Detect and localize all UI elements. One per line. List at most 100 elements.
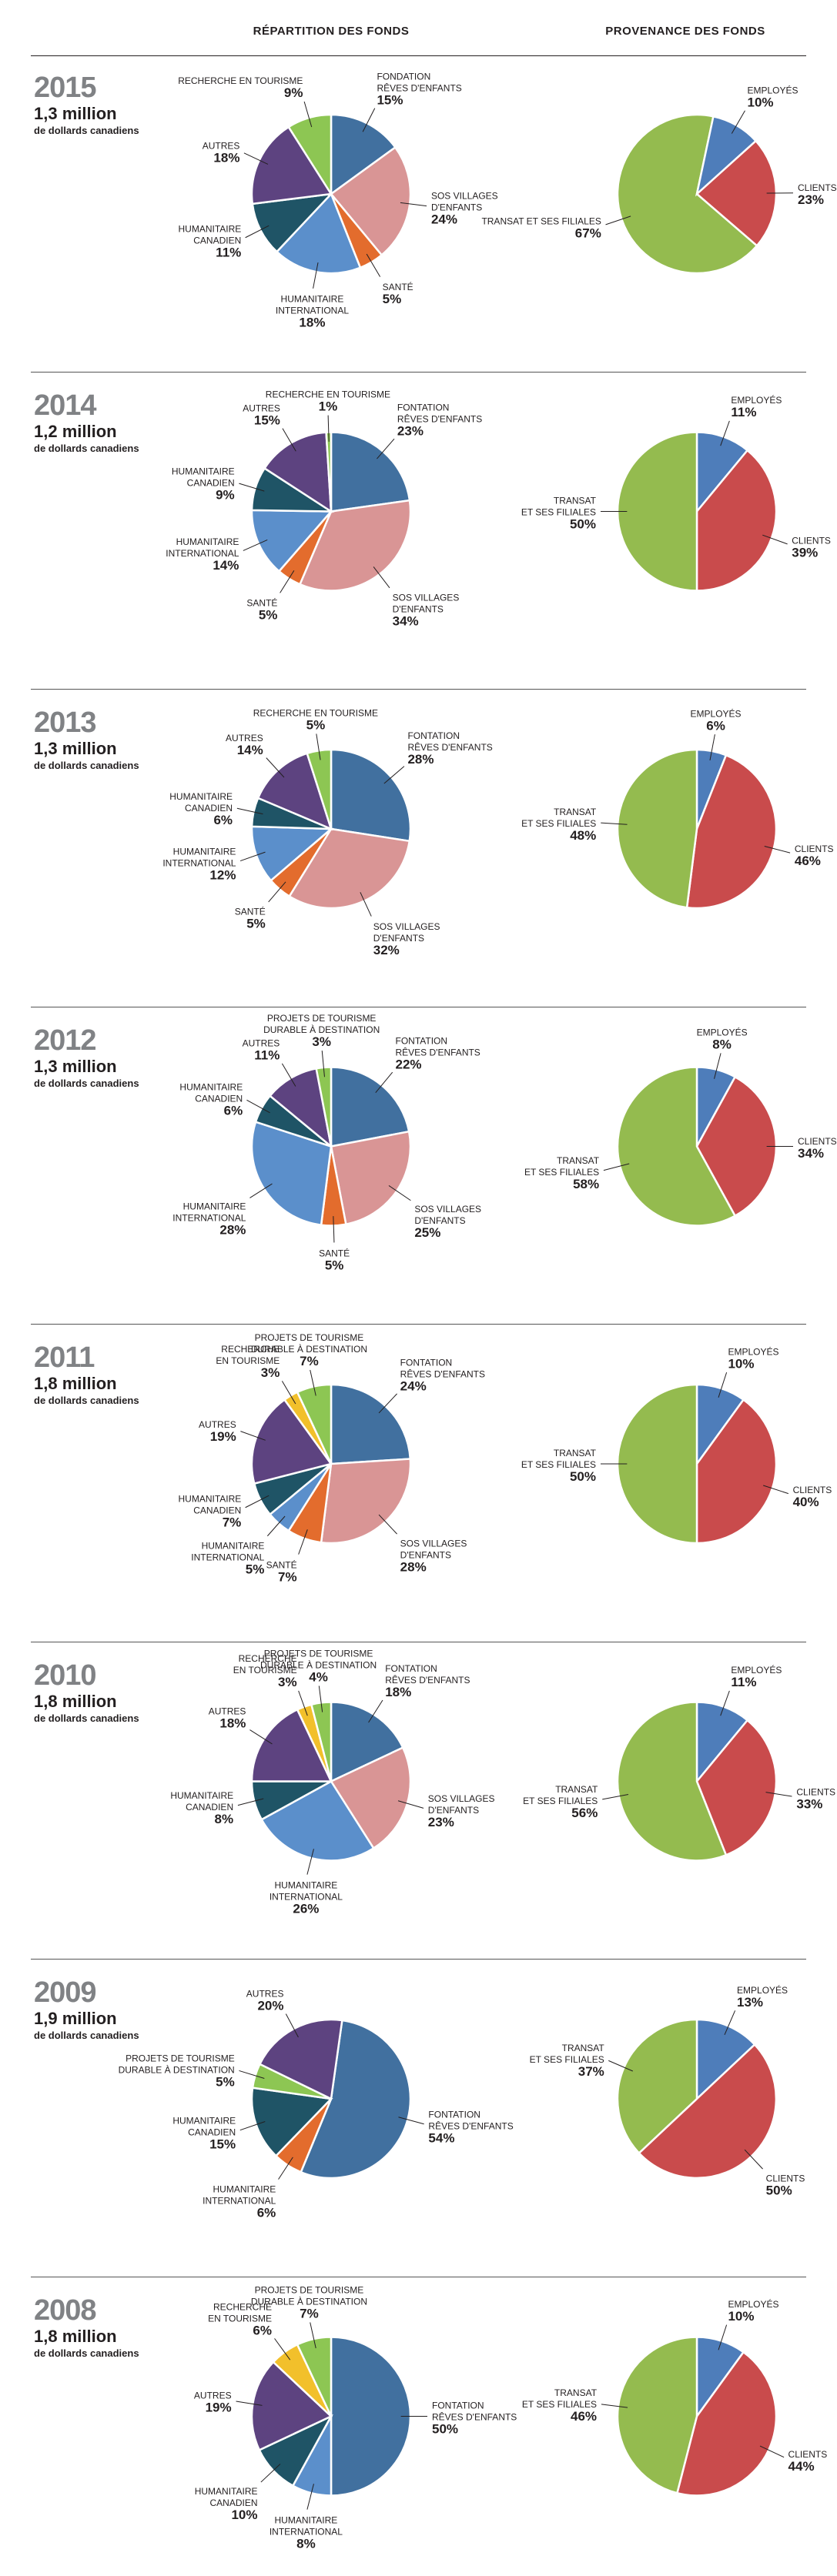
distribution-slice-label-line: HUMANITAIRE bbox=[195, 2486, 258, 2497]
distribution-leader-line bbox=[398, 2117, 424, 2125]
header-rule bbox=[31, 55, 806, 56]
distribution-slice-label: HUMANITAIRE INTERNATIONAL 12% bbox=[162, 847, 236, 883]
origin-slice-percent: 23% bbox=[798, 192, 824, 207]
distribution-slice-label: AUTRES 18% bbox=[203, 141, 240, 165]
distribution-slice bbox=[330, 1383, 412, 1465]
distribution-slice-label: HUMANITAIRE INTERNATIONAL 18% bbox=[276, 294, 349, 330]
origin-slice-label: TRANSAT ET SES FILIALES 48% bbox=[521, 807, 597, 843]
distribution-pie-2015: FONDATION RÊVES D'ENFANTS 15% SOS VILLAGES D… bbox=[178, 71, 497, 329]
distribution-slice-percent: 9% bbox=[284, 85, 303, 100]
currency-unit-label: de dollards canadiens bbox=[34, 442, 139, 454]
distribution-slice-label: RECHERCHE EN TOURISME 1% bbox=[266, 389, 390, 414]
distribution-leader-line bbox=[249, 1729, 273, 1745]
distribution-slice-label-line: D'ENFANTS bbox=[428, 1805, 479, 1816]
origin-slice-percent: 46% bbox=[571, 2409, 597, 2424]
amount-label: 1,8 million bbox=[34, 1691, 117, 1711]
distribution-slice-label-line: HUMANITAIRE bbox=[183, 1201, 246, 1212]
distribution-slice-percent: 6% bbox=[224, 1103, 243, 1118]
origin-pie-2012: EMPLOYÉS 8% CLIENTS 34% TRANSAT ET SES FILIAL… bbox=[524, 1027, 837, 1227]
distribution-slice-percent: 15% bbox=[254, 413, 280, 427]
distribution-slice-percent: 23% bbox=[397, 424, 424, 439]
distribution-slice-label-line: HUMANITAIRE bbox=[172, 2116, 236, 2127]
distribution-slice-percent: 10% bbox=[231, 2508, 257, 2522]
origin-slice-label: TRANSAT ET SES FILIALES 46% bbox=[522, 2387, 598, 2424]
origin-leader-line bbox=[720, 1690, 730, 1716]
distribution-column-header: RÉPARTITION DES FONDS bbox=[253, 25, 410, 38]
distribution-slice-label: HUMANITAIRE CANADIEN 9% bbox=[172, 466, 235, 502]
origin-column-header: PROVENANCE DES FONDS bbox=[605, 25, 765, 38]
distribution-leader-line bbox=[260, 2464, 281, 2483]
origin-slice bbox=[616, 748, 698, 909]
origin-slice-label-line: ET SES FILIALES bbox=[524, 1167, 599, 1178]
origin-pie-2015: CLIENTS 23% TRANSAT ET SES FILIALES 67% EMPL… bbox=[481, 85, 837, 275]
origin-pie-2008: EMPLOYÉS 10% CLIENTS 44% TRANSAT ET SES FILIA… bbox=[522, 2298, 827, 2497]
year-label: 2013 bbox=[34, 707, 97, 739]
origin-slice-percent: 44% bbox=[788, 2459, 815, 2474]
distribution-slice-label: PROJETS DE TOURISME DURABLE À DESTINATION… bbox=[119, 2053, 235, 2090]
distribution-slice-label: SANTÉ 5% bbox=[383, 281, 413, 306]
origin-slice-label-line: CLIENTS bbox=[766, 2173, 805, 2183]
amount-label: 1,3 million bbox=[34, 1056, 117, 1076]
origin-slice-label-line: EMPLOYÉS bbox=[697, 1027, 748, 1038]
distribution-leader-line bbox=[378, 1393, 397, 1414]
year-label: 2009 bbox=[34, 1976, 97, 2009]
origin-slice-percent: 33% bbox=[796, 1796, 822, 1811]
distribution-slice-label-line: AUTRES bbox=[194, 2391, 232, 2401]
amount-label: 1,8 million bbox=[34, 1374, 117, 1393]
distribution-leader-line bbox=[245, 1495, 270, 1509]
distribution-slice-label: HUMANITAIRE INTERNATIONAL 26% bbox=[270, 1879, 343, 1916]
year-label: 2008 bbox=[34, 2294, 97, 2327]
distribution-leader-line bbox=[281, 1381, 296, 1405]
amount-label: 1,3 million bbox=[34, 104, 117, 123]
distribution-slice-label-line: CANADIEN bbox=[193, 235, 241, 246]
distribution-slice-label: HUMANITAIRE CANADIEN 7% bbox=[178, 1493, 241, 1529]
currency-unit-label: de dollards canadiens bbox=[34, 1712, 139, 1724]
currency-unit-label: de dollards canadiens bbox=[34, 1395, 139, 1406]
currency-unit-label: de dollards canadiens bbox=[34, 760, 139, 771]
origin-slice-label: EMPLOYÉS 10% bbox=[748, 85, 798, 110]
distribution-slice-label-line: FONTATION bbox=[396, 1036, 448, 1047]
distribution-leader-line bbox=[240, 1431, 266, 1441]
distribution-slice-label: PROJETS DE TOURISME DURABLE À DESTINATION… bbox=[251, 1332, 367, 1368]
origin-slice-label: TRANSAT ET SES FILIALES 50% bbox=[521, 1448, 597, 1484]
distribution-slice-percent: 12% bbox=[209, 868, 236, 883]
origin-slice-percent: 46% bbox=[795, 854, 821, 868]
distribution-slice-percent: 4% bbox=[309, 1670, 328, 1685]
distribution-slice-percent: 28% bbox=[400, 1559, 427, 1574]
distribution-slice-percent: 54% bbox=[428, 2130, 454, 2145]
origin-slice-label-line: ET SES FILIALES bbox=[521, 818, 596, 829]
distribution-slice-label-line: INTERNATIONAL bbox=[191, 1552, 264, 1562]
distribution-slice-label-line: RECHERCHE EN TOURISME bbox=[178, 75, 303, 86]
distribution-slice-label-line: HUMANITAIRE bbox=[179, 1081, 243, 1092]
distribution-slice-label-line: SOS VILLAGES bbox=[428, 1793, 495, 1804]
distribution-slice-percent: 26% bbox=[293, 1901, 319, 1916]
currency-unit-label: de dollards canadiens bbox=[34, 125, 139, 136]
origin-slice-percent: 13% bbox=[737, 1995, 763, 2010]
distribution-slice-label-line: CANADIEN bbox=[186, 1802, 233, 1813]
distribution-slice-label: PROJETS DE TOURISME DURABLE À DESTINATION… bbox=[263, 1013, 380, 1049]
distribution-slice-percent: 28% bbox=[219, 1223, 246, 1238]
distribution-slice-label-line: PROJETS DE TOURISME bbox=[255, 1332, 364, 1343]
distribution-slice-label: PROJETS DE TOURISME DURABLE À DESTINATION… bbox=[260, 1649, 377, 1685]
distribution-slice-label: SOS VILLAGES D'ENFANTS 24% bbox=[431, 190, 498, 226]
distribution-slice-label: HUMANITAIRE CANADIEN 6% bbox=[169, 791, 233, 827]
distribution-leader-line bbox=[266, 1515, 286, 1537]
distribution-slice-label-line: DURABLE À DESTINATION bbox=[119, 2064, 235, 2076]
distribution-slice-label-line: AUTRES bbox=[226, 733, 263, 743]
distribution-leader-line bbox=[274, 2338, 291, 2360]
origin-slice-percent: 10% bbox=[728, 2309, 754, 2324]
origin-leader-line bbox=[601, 822, 628, 825]
distribution-leader-line bbox=[397, 1800, 424, 1809]
distribution-slice-percent: 20% bbox=[257, 1998, 283, 2013]
origin-slice-percent: 11% bbox=[731, 405, 756, 419]
distribution-slice-percent: 14% bbox=[237, 743, 263, 757]
distribution-slice-percent: 28% bbox=[407, 752, 434, 767]
origin-leader-line bbox=[709, 734, 715, 761]
origin-slice-label-line: TRANSAT bbox=[554, 496, 597, 506]
origin-slice-label: CLIENTS 40% bbox=[793, 1485, 832, 1509]
origin-pie-2009: EMPLOYÉS 13% CLIENTS 50% TRANSAT ET SES FILIA… bbox=[530, 1984, 805, 2198]
distribution-slice-percent: 6% bbox=[253, 2324, 272, 2338]
origin-slice-label: TRANSAT ET SES FILIALES 50% bbox=[521, 496, 597, 532]
